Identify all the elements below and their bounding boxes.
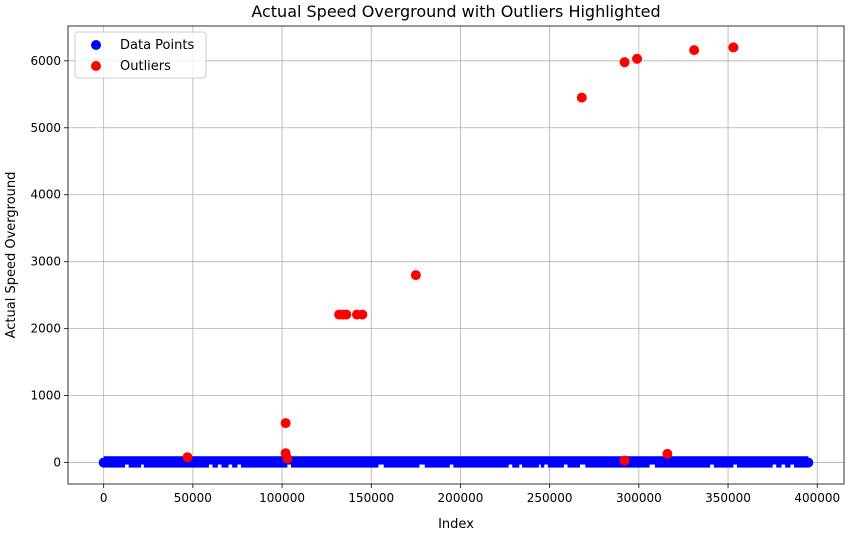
data-band-gap xyxy=(419,465,424,468)
data-band-gap xyxy=(237,465,241,468)
data-band-gap xyxy=(790,465,794,468)
data-points-band xyxy=(99,456,814,467)
y-tick-label: 1000 xyxy=(30,389,61,403)
x-tick-label: 0 xyxy=(100,491,108,505)
data-band-gap xyxy=(450,465,454,468)
y-tick-label: 5000 xyxy=(30,121,61,135)
legend-marker-outliers xyxy=(91,61,101,71)
data-band-gap xyxy=(141,465,144,468)
plot-area xyxy=(68,26,844,484)
outlier-point xyxy=(341,310,351,320)
data-band-gap xyxy=(733,465,737,468)
data-band-gap xyxy=(287,465,291,468)
outlier-point xyxy=(411,270,421,280)
data-band-gap xyxy=(782,465,786,468)
outlier-point xyxy=(662,449,672,459)
legend-label-data-points: Data Points xyxy=(120,38,194,53)
outlier-point xyxy=(689,45,699,55)
outlier-point xyxy=(281,418,291,428)
y-axis-label: Actual Speed Overground xyxy=(4,172,19,339)
legend: Data Points Outliers xyxy=(75,32,206,78)
data-band-gap xyxy=(218,465,222,468)
x-tick-label: 200000 xyxy=(438,491,484,505)
y-tick-label: 2000 xyxy=(30,322,61,336)
data-band-gap xyxy=(580,465,585,468)
y-tick-label: 6000 xyxy=(30,54,61,68)
data-band-gap xyxy=(710,465,714,468)
x-axis-label: Index xyxy=(438,517,474,532)
data-band-gap xyxy=(125,465,129,468)
outlier-point xyxy=(632,54,642,64)
data-band-gap xyxy=(773,465,777,468)
outlier-point xyxy=(282,454,292,464)
data-band-gap xyxy=(539,465,541,468)
data-band-gap xyxy=(564,465,568,468)
y-tick-label: 3000 xyxy=(30,255,61,269)
data-band-gap xyxy=(650,465,655,468)
data-band-gap xyxy=(509,465,513,468)
outlier-point xyxy=(728,42,738,52)
x-tick-label: 250000 xyxy=(527,491,573,505)
x-tick-label: 50000 xyxy=(174,491,212,505)
data-band-gap xyxy=(544,465,548,468)
outlier-point xyxy=(620,456,630,466)
legend-marker-data-points xyxy=(91,40,101,50)
y-tick-label: 0 xyxy=(53,456,61,470)
x-tick-label: 400000 xyxy=(794,491,840,505)
data-band-gap xyxy=(209,465,213,468)
outlier-point xyxy=(183,452,193,462)
outlier-point xyxy=(357,310,367,320)
chart-title: Actual Speed Overground with Outliers Hi… xyxy=(251,2,660,21)
data-band-gap xyxy=(519,465,522,468)
data-band-gap xyxy=(229,465,233,468)
x-tick-label: 150000 xyxy=(348,491,394,505)
outlier-point xyxy=(620,57,630,67)
outlier-point xyxy=(577,93,587,103)
y-tick-label: 4000 xyxy=(30,188,61,202)
x-tick-label: 350000 xyxy=(705,491,751,505)
data-band-gap xyxy=(378,465,383,468)
x-tick-label: 300000 xyxy=(616,491,662,505)
legend-label-outliers: Outliers xyxy=(120,59,171,74)
x-tick-label: 100000 xyxy=(259,491,305,505)
